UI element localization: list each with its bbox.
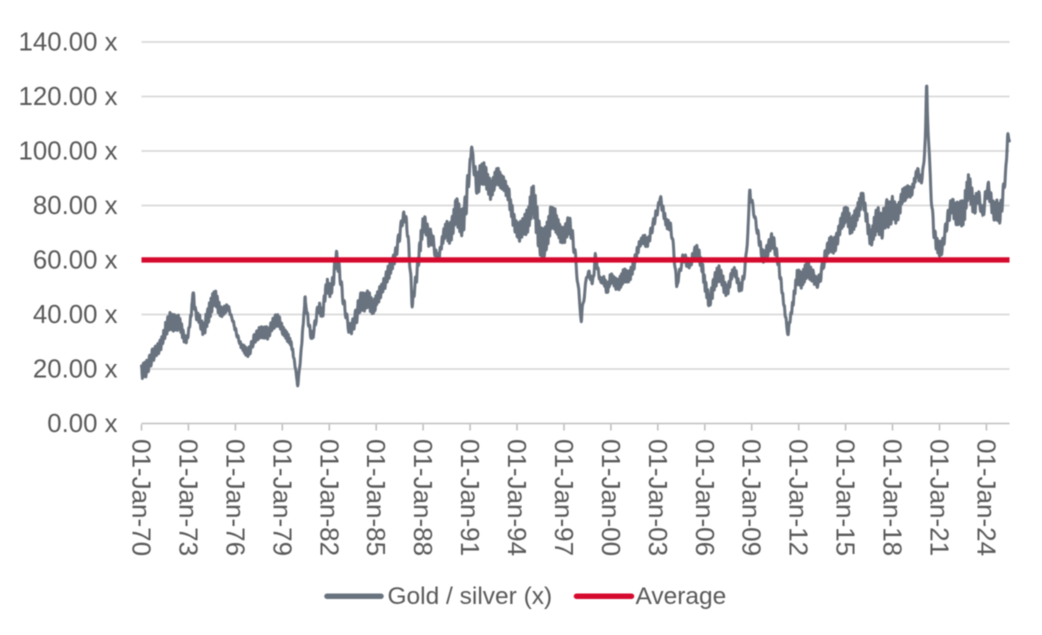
- svg-text:01-Jan-15: 01-Jan-15: [831, 439, 861, 556]
- svg-text:01-Jan-24: 01-Jan-24: [971, 439, 1001, 556]
- svg-text:01-Jan-18: 01-Jan-18: [878, 439, 908, 556]
- svg-text:01-Jan-94: 01-Jan-94: [502, 439, 532, 556]
- svg-text:60.00 x: 60.00 x: [33, 247, 118, 275]
- svg-text:01-Jan-97: 01-Jan-97: [549, 439, 579, 556]
- svg-text:01-Jan-85: 01-Jan-85: [361, 439, 391, 556]
- svg-text:20.00 x: 20.00 x: [33, 356, 118, 384]
- svg-text:120.00 x: 120.00 x: [19, 83, 118, 111]
- svg-text:0.00 x: 0.00 x: [47, 410, 117, 438]
- svg-text:01-Jan-03: 01-Jan-03: [643, 439, 673, 556]
- svg-text:01-Jan-73: 01-Jan-73: [173, 439, 203, 556]
- svg-text:40.00 x: 40.00 x: [33, 301, 118, 329]
- svg-text:Average: Average: [636, 583, 727, 610]
- svg-text:140.00 x: 140.00 x: [19, 29, 118, 57]
- svg-text:01-Jan-12: 01-Jan-12: [784, 439, 814, 556]
- svg-text:01-Jan-79: 01-Jan-79: [267, 439, 297, 556]
- svg-text:01-Jan-70: 01-Jan-70: [127, 439, 157, 556]
- svg-text:01-Jan-00: 01-Jan-00: [596, 439, 626, 556]
- svg-text:80.00 x: 80.00 x: [33, 192, 118, 220]
- svg-text:01-Jan-82: 01-Jan-82: [314, 439, 344, 556]
- svg-text:01-Jan-09: 01-Jan-09: [737, 439, 767, 556]
- svg-text:01-Jan-91: 01-Jan-91: [455, 439, 485, 556]
- svg-text:100.00 x: 100.00 x: [19, 138, 118, 166]
- svg-text:Gold / silver (x): Gold / silver (x): [388, 583, 553, 610]
- svg-text:01-Jan-06: 01-Jan-06: [690, 439, 720, 556]
- svg-text:01-Jan-76: 01-Jan-76: [220, 439, 250, 556]
- svg-text:01-Jan-21: 01-Jan-21: [925, 439, 955, 556]
- svg-text:01-Jan-88: 01-Jan-88: [408, 439, 438, 556]
